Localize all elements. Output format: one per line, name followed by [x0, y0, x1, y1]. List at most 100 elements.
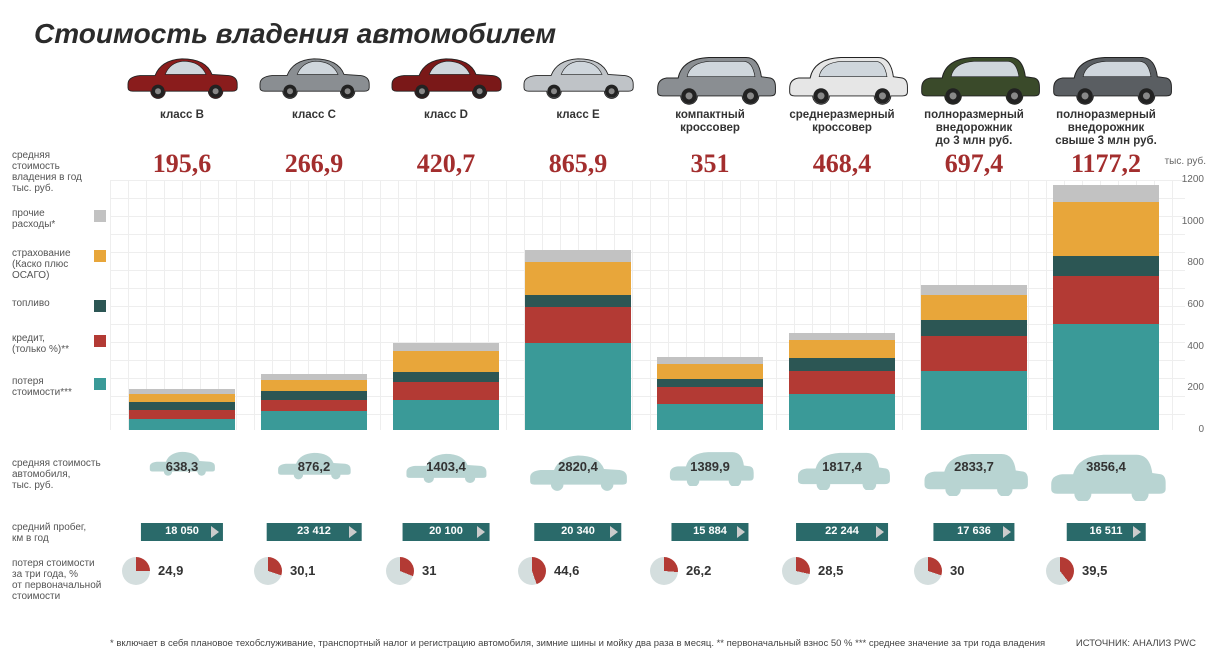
- loss-pct-value: 28,5: [818, 557, 902, 585]
- bar-segment-fuel: [657, 379, 763, 387]
- annual-cost: 865,9: [512, 149, 644, 179]
- mileage-value: 23 412: [248, 525, 380, 537]
- bar-segment-credit: [393, 382, 499, 400]
- stacked-bar: [129, 180, 235, 430]
- mileage-arrow-icon: [349, 526, 357, 538]
- car-image: [914, 45, 1034, 105]
- loss-pie: 39,5: [1046, 557, 1166, 589]
- car-column: класс B195,6 638,318 05024,9: [116, 45, 248, 605]
- bar-segment-credit: [657, 387, 763, 404]
- bar-segment-insurance: [789, 340, 895, 358]
- car-image: [254, 45, 374, 105]
- car-icon: [782, 45, 910, 111]
- loss-pct-value: 44,6: [554, 557, 638, 585]
- bar-segment-other: [789, 333, 895, 341]
- bar-segment-loss: [525, 343, 631, 431]
- loss-pct-value: 24,9: [158, 557, 242, 585]
- car-column: среднеразмерныйкроссовер468,4 1817,422 2…: [776, 45, 908, 605]
- bar-segment-credit: [129, 410, 235, 418]
- bar-segment-fuel: [1053, 256, 1159, 276]
- row-label-car_price: средняя стоимостьавтомобиля,тыс. руб.: [12, 458, 102, 491]
- stacked-bar: [1053, 180, 1159, 430]
- class-label: класс B: [116, 109, 248, 122]
- car-column: полноразмерныйвнедорожникдо 3 млн руб.69…: [908, 45, 1040, 605]
- legend-label-insurance: страхование(Каско плюсОСАГО): [12, 248, 102, 281]
- source: ИСТОЧНИК: АНАЛИЗ PWC: [1076, 638, 1196, 649]
- bar-segment-credit: [261, 400, 367, 411]
- annual-cost: 1177,2: [1040, 149, 1172, 179]
- bar-segment-credit: [789, 371, 895, 394]
- class-label: класс D: [380, 109, 512, 122]
- bar-segment-other: [129, 389, 235, 393]
- car-column: класс E865,9 2820,420 34044,6: [512, 45, 644, 605]
- legend-label-loss: потерястоимости***: [12, 376, 102, 398]
- bar-segment-loss: [261, 411, 367, 430]
- pie-icon: [1046, 557, 1074, 585]
- stacked-bar: [525, 180, 631, 430]
- annual-cost: 351: [644, 149, 776, 179]
- bar-segment-loss: [1053, 324, 1159, 430]
- pie-icon: [782, 557, 810, 585]
- car-price: 638,3: [116, 459, 248, 474]
- bar-segment-insurance: [657, 364, 763, 379]
- mileage-arrow-icon: [1133, 526, 1141, 538]
- stacked-bar: [921, 180, 1027, 430]
- loss-pie: 24,9: [122, 557, 242, 589]
- row-label-avg_cost: средняястоимостьвладения в годтыс. руб.: [12, 150, 102, 194]
- bar-segment-credit: [921, 336, 1027, 371]
- loss-pie: 30,1: [254, 557, 374, 589]
- bar-segment-credit: [525, 307, 631, 342]
- bar-segment-other: [1053, 185, 1159, 203]
- loss-pct-value: 30,1: [290, 557, 374, 585]
- row-label-mileage: средний пробег,км в год: [12, 522, 102, 544]
- price-silhouette: [1045, 445, 1167, 506]
- y-tick: 800: [1187, 257, 1204, 268]
- car-price: 1403,4: [380, 459, 512, 474]
- mileage-value: 17 636: [908, 525, 1040, 537]
- loss-pct-value: 31: [422, 557, 506, 585]
- legend-label-other: прочиерасходы*: [12, 208, 102, 230]
- car-price: 1389,9: [644, 459, 776, 474]
- car-price: 2820,4: [512, 459, 644, 474]
- car-column: класс C266,9 876,223 41230,1: [248, 45, 380, 605]
- mileage-value: 15 884: [644, 525, 776, 537]
- car-image: [518, 45, 638, 105]
- class-label: среднеразмерныйкроссовер: [776, 109, 908, 135]
- loss-pct-value: 30: [950, 557, 1034, 585]
- annual-cost: 420,7: [380, 149, 512, 179]
- mileage-value: 18 050: [116, 525, 248, 537]
- stacked-bar: [393, 180, 499, 430]
- bar-segment-other: [393, 343, 499, 351]
- bar-segment-insurance: [921, 295, 1027, 320]
- bar-segment-fuel: [789, 358, 895, 371]
- car-icon: [386, 45, 506, 105]
- class-label: компактныйкроссовер: [644, 109, 776, 135]
- bar-segment-loss: [393, 400, 499, 430]
- class-label: класс C: [248, 109, 380, 122]
- car-price: 876,2: [248, 459, 380, 474]
- bar-segment-insurance: [129, 394, 235, 403]
- y-tick: 200: [1187, 382, 1204, 393]
- mileage-arrow-icon: [876, 526, 884, 538]
- car-image: [1046, 45, 1166, 105]
- bar-segment-loss: [789, 394, 895, 430]
- y-tick: 1000: [1182, 216, 1204, 227]
- car-column: полноразмерныйвнедорожниксвыше 3 млн руб…: [1040, 45, 1172, 605]
- car-price: 2833,7: [908, 459, 1040, 474]
- stacked-bar: [657, 180, 763, 430]
- car-column: класс D420,7 1403,420 10031: [380, 45, 512, 605]
- pie-icon: [386, 557, 414, 585]
- bar-segment-insurance: [261, 380, 367, 391]
- mileage-arrow-icon: [211, 526, 219, 538]
- bar-segment-insurance: [1053, 202, 1159, 256]
- class-label: полноразмерныйвнедорожниксвыше 3 млн руб…: [1040, 109, 1172, 149]
- bar-segment-other: [921, 285, 1027, 295]
- bar-segment-fuel: [921, 320, 1027, 336]
- pie-icon: [914, 557, 942, 585]
- car-icon: [650, 45, 778, 111]
- loss-pie: 31: [386, 557, 506, 589]
- bar-segment-loss: [657, 404, 763, 430]
- mileage-value: 16 511: [1040, 525, 1172, 537]
- car-icon: [914, 45, 1042, 111]
- pie-icon: [650, 557, 678, 585]
